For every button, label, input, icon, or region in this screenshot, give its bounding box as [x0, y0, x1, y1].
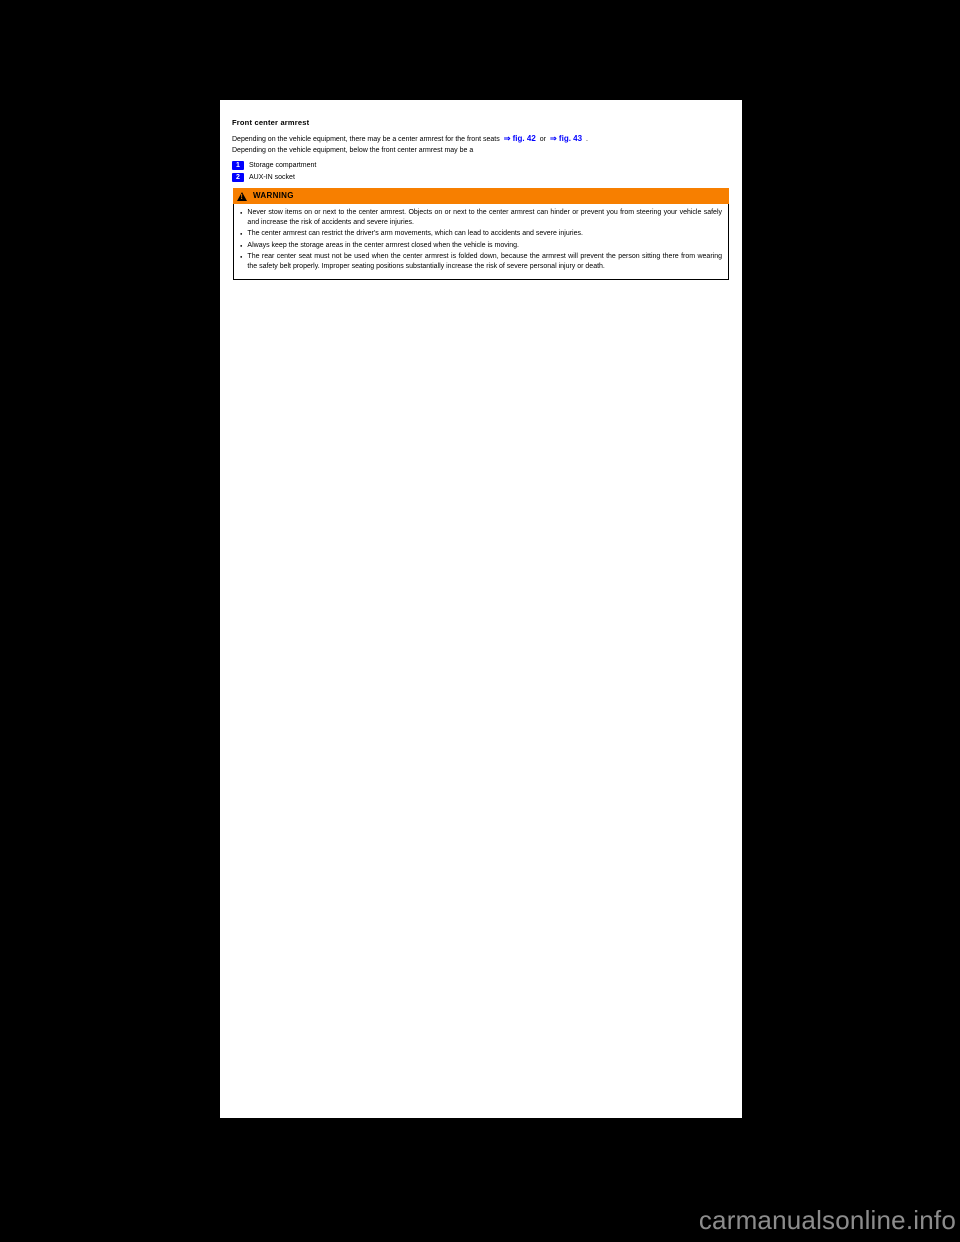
figure-link-43[interactable]: ⇒ fig. 43	[550, 134, 582, 144]
warning-body: Never stow items on or next to the cente…	[233, 204, 729, 280]
legend-item-2: 2 AUX-IN socket	[220, 173, 742, 182]
legend-number-badge: 1	[232, 161, 244, 170]
warning-label: WARNING	[253, 191, 294, 201]
figure-link-42[interactable]: ⇒ fig. 42	[504, 134, 536, 144]
intro-text-suffix: .	[586, 135, 588, 144]
warning-callout: WARNING Never stow items on or next to t…	[233, 188, 729, 280]
warning-header: WARNING	[233, 188, 729, 204]
section-title: Front center armrest	[220, 118, 742, 128]
warning-item: Never stow items on or next to the cente…	[247, 208, 722, 227]
warning-icon	[237, 192, 247, 201]
document-page: Front center armrest Depending on the ve…	[220, 100, 742, 1118]
intro-text-or: or	[540, 135, 546, 144]
legend-label: Storage compartment	[249, 161, 316, 170]
warning-item: The center armrest can restrict the driv…	[247, 229, 583, 238]
legend-number-badge: 2	[232, 173, 244, 182]
warning-item: The rear center seat must not be used wh…	[247, 252, 722, 271]
intro-paragraph: Depending on the vehicle equipment, ther…	[220, 134, 742, 155]
page-content: Front center armrest Depending on the ve…	[220, 100, 742, 280]
watermark-text: carmanualsonline.info	[699, 1205, 956, 1236]
intro-text-line2: Depending on the vehicle equipment, belo…	[232, 146, 730, 155]
warning-item: Always keep the storage areas in the cen…	[247, 241, 519, 250]
legend-label: AUX-IN socket	[249, 173, 295, 182]
intro-text-prefix: Depending on the vehicle equipment, ther…	[232, 135, 500, 144]
legend-item-1: 1 Storage compartment	[220, 161, 742, 170]
